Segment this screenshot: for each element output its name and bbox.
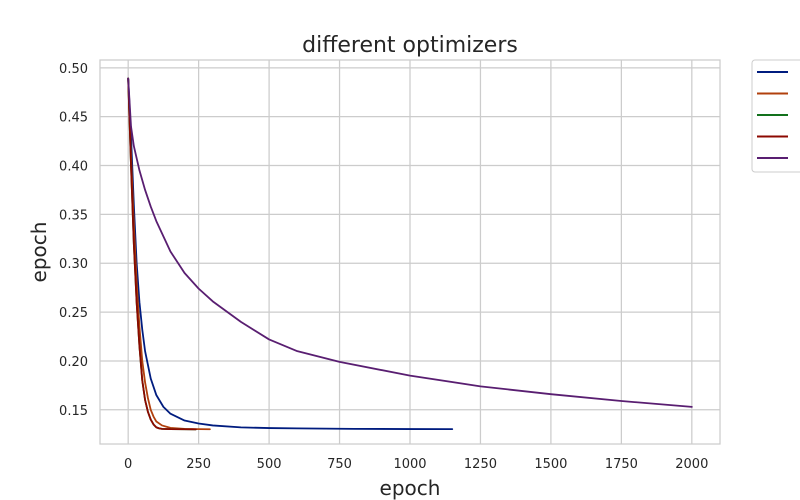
y-tick-label: 0.45	[59, 111, 88, 126]
y-axis-label: epoch	[27, 222, 51, 283]
y-tick-label: 0.50	[59, 62, 88, 77]
y-tick-label: 0.20	[59, 355, 88, 370]
y-tick-label: 0.30	[59, 257, 88, 272]
plot-frame	[99, 59, 721, 445]
y-tick-label: 0.15	[59, 404, 88, 419]
y-tick-label: 0.40	[59, 160, 88, 175]
x-tick-label: 2000	[675, 457, 708, 472]
x-tick-label: 1000	[393, 457, 426, 472]
x-tick-label: 1750	[605, 457, 638, 472]
x-tick-label: 1250	[464, 457, 497, 472]
legend	[751, 59, 800, 173]
y-tick-labels: 0.15 0.20 0.25 0.30 0.35 0.40 0.45 0.50	[59, 62, 88, 419]
x-tick-label: 750	[327, 457, 352, 472]
series-line-1	[127, 77, 454, 431]
y-tick-label: 0.25	[59, 306, 88, 321]
series-line-4	[127, 77, 197, 431]
x-tick-label: 0	[124, 457, 132, 472]
series-group	[127, 77, 693, 431]
x-tick-label: 1500	[534, 457, 567, 472]
x-tick-label: 500	[257, 457, 282, 472]
x-tick-label: 250	[186, 457, 211, 472]
x-axis-label: epoch	[380, 476, 441, 500]
grid	[100, 60, 720, 444]
series-line-5	[127, 77, 693, 408]
chart-title: different optimizers	[302, 33, 518, 58]
x-tick-labels: 0 250 500 750 1000 1250 1500 1750 2000	[124, 457, 708, 472]
y-tick-label: 0.35	[59, 208, 88, 223]
